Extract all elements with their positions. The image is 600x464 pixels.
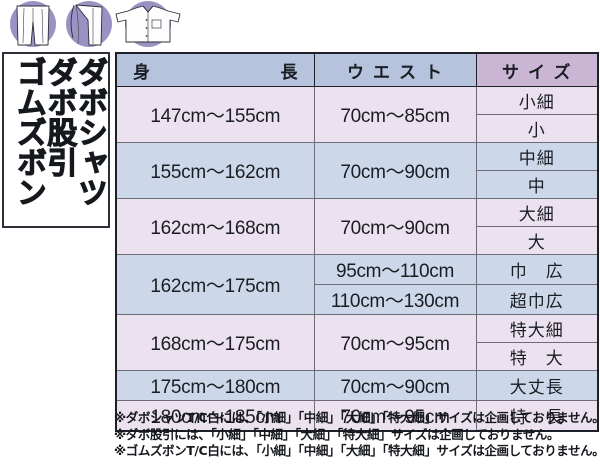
cell-waist-range: 70cm～95cm (313, 314, 477, 371)
cell-size-label: 大 (475, 226, 599, 255)
cell-height-range: 147cm～155cm (115, 86, 315, 143)
cell-size-label: 特 大 (475, 342, 599, 371)
cell-height-range: 155cm～162cm (115, 142, 315, 199)
cell-size-label: 特大細 (475, 314, 599, 343)
column-header-size: サイズ (475, 52, 599, 87)
column-header-waist: ウエスト (313, 52, 477, 87)
product-title-gomu-zubon: ゴムズボン (10, 56, 46, 207)
table-header-row: 身 長 ウエスト サイズ (115, 52, 599, 87)
column-header-height: 身 長 (115, 52, 315, 87)
table-row: 特 大 (116, 342, 599, 371)
footnote-dabo-shirt: ※ダボシャツT/C白には、「小細」「中細」「大細」「特大細」サイズは企画しており… (114, 410, 600, 425)
cell-height-range: 168cm～175cm (115, 314, 315, 371)
cell-size-label: 特 長 (475, 400, 599, 432)
footnotes: ※ダボシャツT/C白には、「小細」「中細」「大細」「特大細」サイズは企画しており… (114, 410, 600, 460)
table-row: 180cm～185cm 70cm～95cm 特 長 (115, 400, 599, 432)
table-row: 110cm～130cm 超巾広 (116, 284, 599, 315)
cell-height-range: 162cm～175cm (115, 254, 315, 315)
cell-size-label: 小細 (475, 86, 599, 115)
dabo-shirt-illustration (112, 0, 181, 50)
cell-waist-range: 70cm～90cm (313, 142, 477, 199)
table-row: 162cm～175cm 95cm～110cm 巾 広 (115, 254, 599, 315)
table-row: 155cm～162cm 70cm～90cm 中細 (115, 142, 599, 199)
product-title-panel: ダボシャツ ダボ股引 ゴムズボン (2, 52, 110, 228)
cell-size-label: 巾 広 (475, 254, 599, 285)
table-row: 175cm～180cm 70cm～90cm 大丈長 (115, 370, 599, 401)
product-title-dabo-momohiki: ダボ股引 (41, 56, 77, 177)
table-row: 168cm～175cm 70cm～95cm 特大細 (115, 314, 599, 371)
footnote-dabo-momohiki: ※ダボ股引には、「小細」「中細」「大細」「特大細」サイズは企画しておりません。 (114, 426, 560, 442)
cell-waist-range: 70cm～95cm (313, 400, 477, 432)
cell-height-range: 162cm～168cm (115, 198, 315, 255)
cell-size-label: 小 (475, 114, 599, 143)
table-row: 大 (116, 226, 599, 255)
cell-waist-range: 70cm～85cm (313, 86, 477, 143)
cell-waist-range: 70cm～90cm (313, 370, 477, 401)
dabo-pants-detail-illustration (58, 0, 120, 50)
cell-waist-range: 110cm～130cm (313, 284, 477, 315)
cell-size-label: 中 (475, 170, 599, 199)
cell-size-label: 中細 (475, 142, 599, 171)
cell-height-range: 180cm～185cm (115, 400, 315, 432)
cell-size-label: 大細 (475, 198, 599, 227)
size-chart-table: 身 長 ウエスト サイズ 147cm～155cm 70cm～85cm 小細小 155c… (115, 52, 599, 432)
cell-waist-range: 95cm～110cm (313, 254, 477, 285)
table-row: 162cm～168cm 70cm～90cm 大細 (115, 198, 599, 255)
cell-size-label: 大丈長 (475, 370, 599, 401)
product-illustrations (0, 0, 200, 52)
cell-waist-range: 70cm～90cm (313, 198, 477, 255)
table-row: 中 (116, 170, 599, 199)
product-title-dabo-shirt: ダボシャツ (71, 56, 107, 207)
footnote-gomu-zubon: ※ゴムズボンT/C白には、「小細」「中細」「大細」「特大細」サイズは企画しており… (114, 443, 600, 458)
dabo-momohiki-pants-illustration (2, 0, 64, 50)
table-row: 147cm～155cm 70cm～85cm 小細 (115, 86, 599, 143)
cell-size-label: 超巾広 (475, 284, 599, 315)
cell-height-range: 175cm～180cm (115, 370, 315, 401)
